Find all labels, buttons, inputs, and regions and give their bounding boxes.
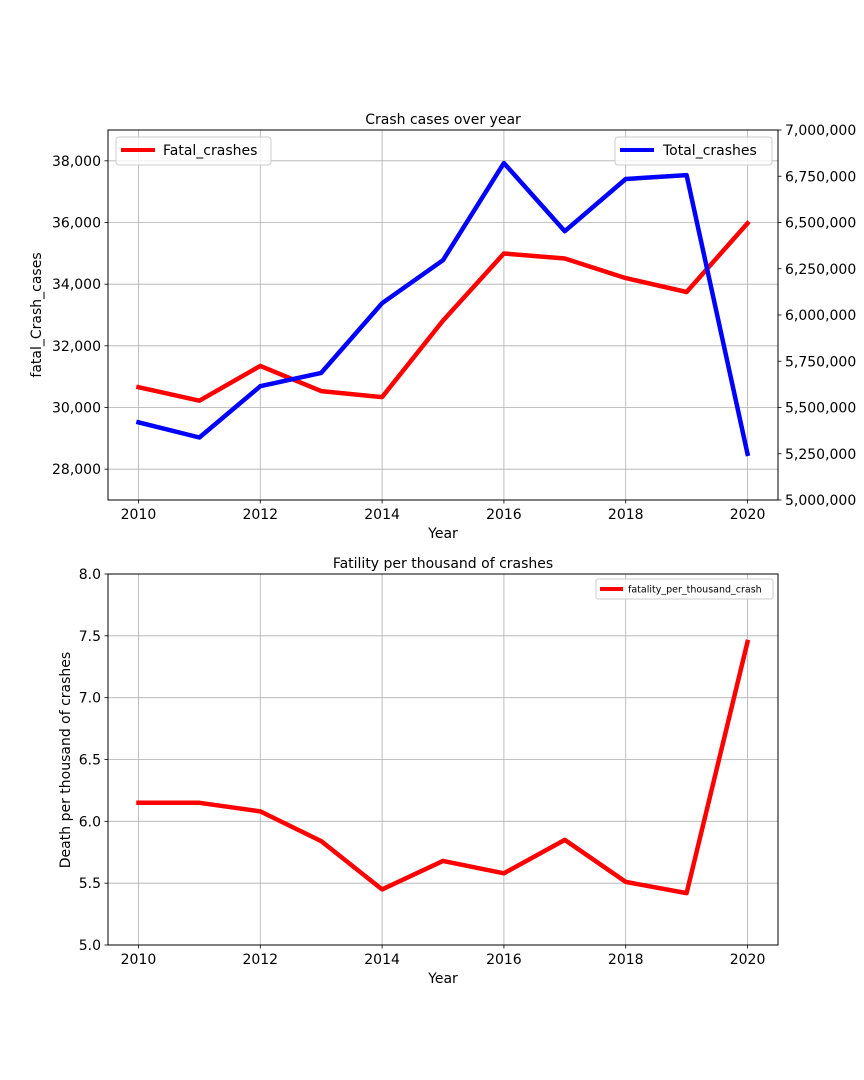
series-line-fatal-crashes (135, 220, 751, 403)
y2-tick-label: 6,750,000 (785, 169, 856, 185)
x-tick-label: 2010 (121, 507, 157, 523)
x-tick-label: 2012 (242, 507, 278, 523)
legend-fatality-rate: fatality_per_thousand_crash (595, 578, 774, 600)
fatality-rate-chart: 2010 2012 2014 2016 2018 2020 5.0 5.5 6.0 6.5 7.0… (58, 556, 779, 987)
y-tick-label: 7.0 (79, 691, 101, 707)
x-tick-label: 2020 (730, 952, 766, 968)
y2-tick-label: 7,000,000 (785, 123, 856, 139)
x-axis-label: Year (427, 526, 458, 542)
y-tick-label: 6.0 (79, 814, 101, 830)
series-line-fatality-per-thousand-crash (136, 639, 751, 896)
y-tick-label: 7.5 (79, 629, 101, 645)
legend-label: Fatal_crashes (163, 143, 257, 159)
x-tick-label: 2010 (121, 952, 157, 968)
y-tick-label: 5.5 (79, 876, 101, 892)
y-tick-label: 6.5 (79, 753, 101, 769)
y-axis-ticks: 5.0 5.5 6.0 6.5 7.0 7.5 8.0 (79, 567, 108, 954)
chart-title: Crash cases over year (365, 112, 521, 128)
y2-tick-label: 5,500,000 (785, 401, 856, 417)
series-lines (135, 160, 751, 457)
x-tick-label: 2018 (608, 952, 644, 968)
series-line-total-crashes (135, 160, 751, 457)
series-lines (136, 639, 751, 896)
y2-axis-ticks: 5,000,000 5,250,000 5,500,000 5,750,000 6,00… (778, 123, 856, 509)
legend-total-crashes: Total_crashes (614, 136, 773, 166)
y-tick-label: 38,000 (52, 154, 101, 170)
y2-tick-label: 6,250,000 (785, 262, 856, 278)
x-tick-label: 2012 (242, 952, 278, 968)
y2-tick-label: 5,000,000 (785, 493, 856, 509)
x-tick-label: 2018 (608, 507, 644, 523)
chart-title: Fatility per thousand of crashes (333, 556, 553, 572)
x-axis-ticks: 2010 2012 2014 2016 2018 2020 (121, 500, 766, 523)
y-tick-label: 28,000 (52, 462, 101, 478)
x-tick-label: 2020 (730, 507, 766, 523)
legend-label: Total_crashes (662, 143, 757, 159)
x-axis-label: Year (427, 971, 458, 987)
y-tick-label: 32,000 (52, 339, 101, 355)
x-tick-label: 2016 (486, 507, 522, 523)
x-tick-label: 2014 (364, 952, 400, 968)
x-axis-ticks: 2010 2012 2014 2016 2018 2020 (121, 945, 766, 968)
y-tick-label: 34,000 (52, 277, 101, 293)
y2-tick-label: 6,500,000 (785, 216, 856, 232)
y-tick-label: 5.0 (79, 938, 101, 954)
grid (108, 130, 778, 500)
x-tick-label: 2016 (486, 952, 522, 968)
x-tick-label: 2014 (364, 507, 400, 523)
y-tick-label: 30,000 (52, 401, 101, 417)
y2-tick-label: 5,250,000 (785, 447, 856, 463)
y-axis-label: fatal_Crash_cases (29, 252, 45, 377)
y-tick-label: 36,000 (52, 216, 101, 232)
y2-tick-label: 5,750,000 (785, 354, 856, 370)
y-axis-ticks: 28,000 30,000 32,000 34,000 36,000 38,000 (52, 154, 108, 478)
legend-fatal-crashes: Fatal_crashes (115, 136, 272, 166)
y2-tick-label: 6,000,000 (785, 308, 856, 324)
legend-label: fatality_per_thousand_crash (628, 585, 762, 596)
y-tick-label: 8.0 (79, 567, 101, 583)
crash-cases-chart: 2010 2012 2014 2016 2018 2020 28,000 30,000 32,… (29, 112, 856, 542)
y-axis-label: Death per thousand of crashes (58, 652, 74, 868)
